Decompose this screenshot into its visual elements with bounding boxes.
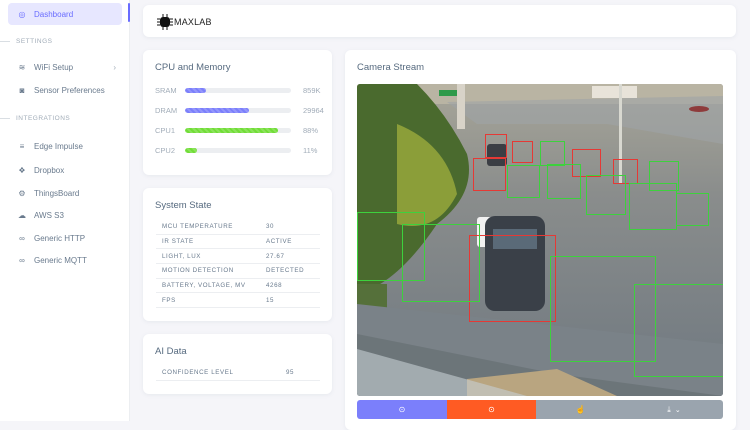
sidebar-item-label: Dropbox bbox=[34, 165, 65, 175]
record-icon: ⊙ bbox=[398, 405, 406, 414]
sidebar-item-wifi-setup[interactable]: ≋ WiFi Setup › bbox=[8, 56, 122, 78]
sidebar-item-label: Generic HTTP bbox=[34, 233, 86, 243]
table-row: LIGHT, LUX 27.67 bbox=[156, 249, 320, 265]
bar-cpu1: CPU1 88% bbox=[155, 125, 319, 135]
sidebar: ◎ Dashboard SETTINGS ≋ WiFi Setup › ◙ Se… bbox=[0, 0, 130, 421]
camera-controls: ⊙ ⊙ ☝ ⤓ ⌄ bbox=[357, 400, 723, 419]
detection-box bbox=[469, 235, 556, 322]
detection-box bbox=[676, 193, 709, 226]
sidebar-item-label: Dashboard bbox=[34, 9, 74, 19]
sidebar-item-label: Generic MQTT bbox=[34, 255, 87, 265]
sidebar-item-dashboard[interactable]: ◎ Dashboard bbox=[8, 3, 122, 25]
detection-box bbox=[547, 164, 581, 199]
camera-image bbox=[357, 84, 723, 396]
thingsboard-icon: ⚙ bbox=[18, 188, 26, 198]
sidebar-item-generic-mqtt[interactable]: ∞ Generic MQTT bbox=[8, 249, 122, 271]
touch-icon: ☝ bbox=[575, 405, 586, 414]
record-button[interactable]: ⊙ bbox=[447, 400, 536, 419]
dashboard-icon: ◎ bbox=[18, 9, 26, 19]
record-icon: ⊙ bbox=[488, 405, 495, 414]
detection-box bbox=[485, 134, 507, 158]
detection-box bbox=[402, 224, 480, 302]
chevron-down-icon: ⌄ bbox=[674, 406, 681, 414]
sidebar-item-label: AWS S3 bbox=[34, 210, 64, 220]
sidebar-item-sensor-preferences[interactable]: ◙ Sensor Preferences bbox=[8, 79, 122, 101]
brand-name: MAXLAB bbox=[174, 17, 212, 27]
progress-track bbox=[185, 107, 291, 113]
section-integrations: INTEGRATIONS bbox=[0, 115, 70, 122]
progress-track bbox=[185, 147, 291, 153]
detection-box bbox=[649, 161, 679, 191]
chevron-right-icon: › bbox=[113, 62, 116, 72]
camera-icon: ◙ bbox=[19, 85, 25, 95]
bar-dram: DRAM 29964 bbox=[155, 105, 324, 115]
download-button[interactable]: ⤓ ⌄ bbox=[625, 400, 723, 419]
system-state-table: MCU TEMPERATURE 30 IR STATE ACTIVE LIGHT, … bbox=[156, 220, 320, 309]
wifi-icon: ≋ bbox=[18, 62, 26, 72]
sidebar-item-label: ThingsBoard bbox=[34, 188, 80, 198]
sidebar-item-label: Edge Impulse bbox=[34, 141, 83, 151]
sidebar-item-dropbox[interactable]: ❖ Dropbox bbox=[8, 159, 122, 181]
aws-icon: ☁ bbox=[18, 210, 26, 220]
ai-data-card: AI Data CONFIDENCE LEVEL 95 bbox=[143, 334, 332, 394]
card-title: System State bbox=[155, 200, 212, 211]
detection-box bbox=[512, 141, 533, 163]
detection-box bbox=[473, 158, 506, 191]
ai-data-table: CONFIDENCE LEVEL 95 bbox=[156, 366, 320, 381]
sidebar-item-thingsboard[interactable]: ⚙ ThingsBoard bbox=[8, 182, 122, 204]
table-row: MCU TEMPERATURE 30 bbox=[156, 220, 320, 235]
touch-button[interactable]: ☝ bbox=[536, 400, 625, 419]
card-title: CPU and Memory bbox=[155, 62, 231, 73]
camera-feed[interactable] bbox=[357, 84, 723, 396]
sidebar-item-edge-impulse[interactable]: ≡ Edge Impulse bbox=[8, 135, 122, 157]
bar-sram: SRAM 859K bbox=[155, 85, 321, 95]
detection-box bbox=[634, 284, 723, 377]
active-indicator bbox=[128, 3, 130, 22]
table-row: MOTION DETECTION DETECTED bbox=[156, 264, 320, 279]
cpu-memory-card: CPU and Memory SRAM 859K DRAM 29964 CPU1… bbox=[143, 50, 332, 175]
detection-box bbox=[507, 165, 540, 198]
link-icon: ∞ bbox=[19, 233, 25, 243]
download-icon: ⤓ bbox=[667, 404, 671, 414]
bar-cpu2: CPU2 11% bbox=[155, 145, 318, 155]
system-state-card: System State MCU TEMPERATURE 30 IR STATE A… bbox=[143, 188, 332, 321]
sidebar-item-label: WiFi Setup bbox=[34, 62, 74, 72]
table-row: FPS 15 bbox=[156, 293, 320, 309]
top-navbar: MAXLAB bbox=[143, 5, 736, 37]
capture-button[interactable]: ⊙ bbox=[357, 400, 447, 419]
detection-box bbox=[357, 212, 425, 281]
chip-icon bbox=[157, 14, 173, 30]
dropbox-icon: ❖ bbox=[18, 165, 26, 175]
detection-box bbox=[586, 175, 626, 215]
section-settings: SETTINGS bbox=[0, 38, 53, 45]
edge-impulse-icon: ≡ bbox=[19, 141, 25, 151]
card-title: AI Data bbox=[155, 346, 187, 357]
sidebar-item-aws-s3[interactable]: ☁ AWS S3 bbox=[8, 204, 122, 226]
sidebar-item-generic-http[interactable]: ∞ Generic HTTP bbox=[8, 227, 122, 249]
progress-track bbox=[185, 127, 291, 133]
card-title: Camera Stream bbox=[357, 62, 425, 73]
progress-track bbox=[185, 87, 291, 93]
table-row: CONFIDENCE LEVEL 95 bbox=[156, 366, 320, 381]
table-row: IR STATE ACTIVE bbox=[156, 235, 320, 250]
link-icon: ∞ bbox=[19, 255, 25, 265]
table-row: BATTERY, VOLTAGE, MV 4268 bbox=[156, 279, 320, 294]
brand-logo: MAXLAB bbox=[157, 14, 212, 30]
detection-box bbox=[550, 256, 656, 362]
detection-box bbox=[540, 141, 565, 166]
sidebar-item-label: Sensor Preferences bbox=[34, 85, 105, 95]
